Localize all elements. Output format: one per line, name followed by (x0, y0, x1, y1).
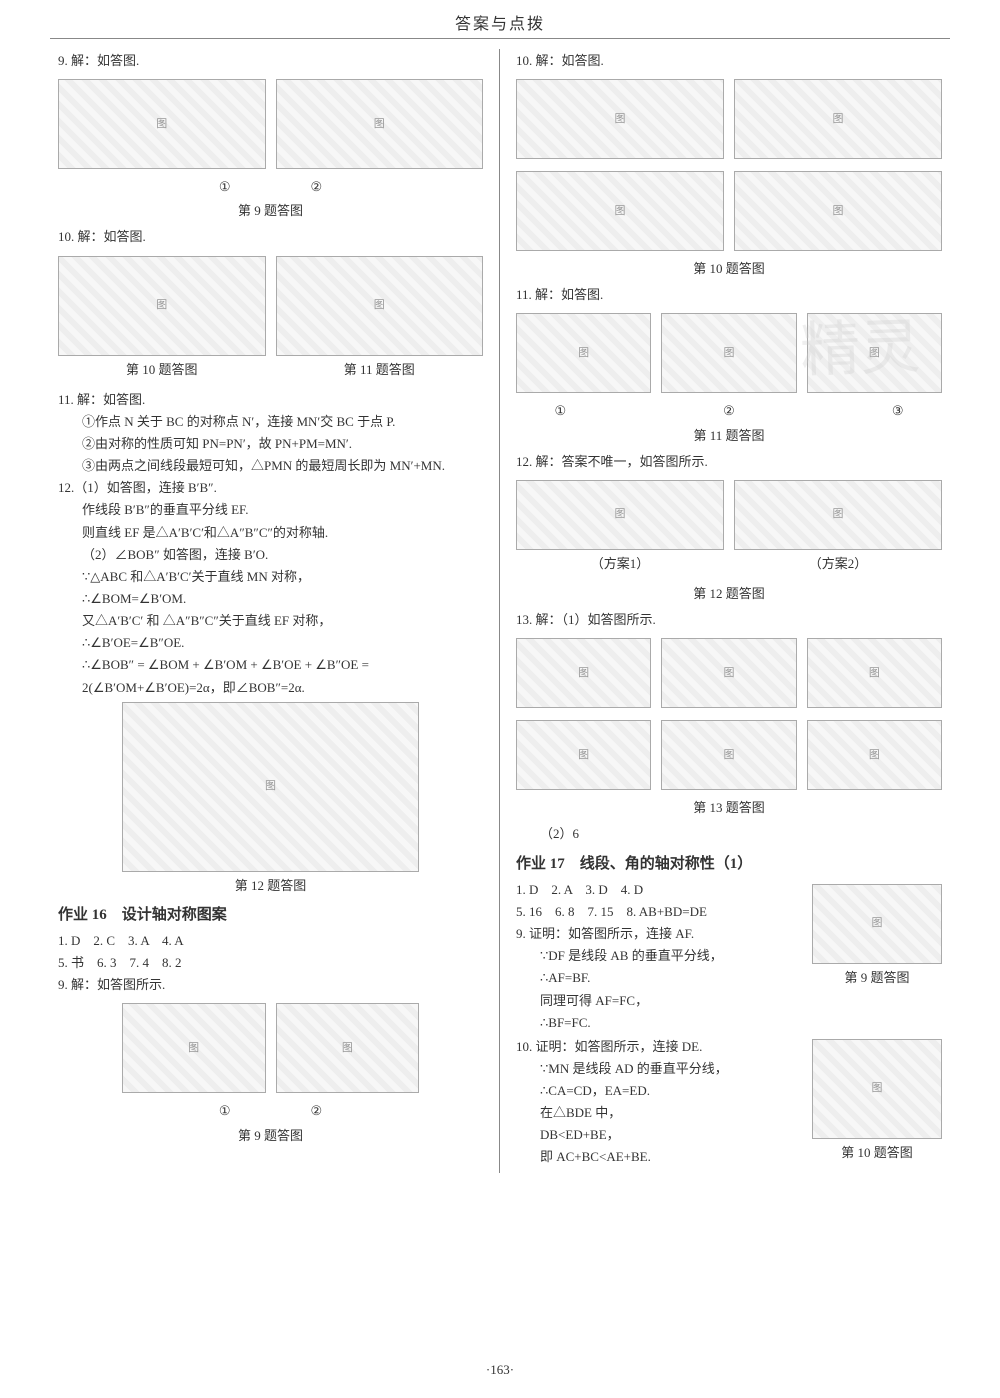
r-q13-caption: 第 13 题答图 (516, 798, 942, 818)
r-q10-f2: 图 (734, 79, 942, 159)
page-number: ·163· (0, 1362, 1000, 1378)
r-q12-f1: 图 (516, 480, 724, 550)
r-q12-s2: （方案2） (734, 554, 942, 574)
hw17-q9-caption: 第 9 题答图 (812, 968, 942, 988)
l-q12-caption: 第 12 题答图 (58, 876, 483, 896)
content-columns: 9. 解：如答图. 图 图 ① ② 第 9 题答图 10. 解：如答图. 图 第… (0, 39, 1000, 1173)
hw16-sublabels: ① ② (58, 1101, 483, 1121)
r-q11-s3: ③ (892, 401, 904, 421)
l-q12-l1: 作线段 B′B″的垂直平分线 EF. (58, 500, 483, 520)
l-q9-sublabels: ① ② (58, 177, 483, 197)
hw17-q9-l4: ∴BF=FC. (516, 1013, 942, 1033)
l-q10-fig: 图 (58, 256, 266, 356)
l-q10-caption-right: 第 11 题答图 (276, 360, 484, 380)
r-q10-figs2: 图 图 (516, 167, 942, 255)
hw16-figs: 图 图 (122, 999, 420, 1097)
r-q11-caption: 第 11 题答图 (516, 426, 942, 446)
l-q12-figure: 图 (122, 702, 420, 872)
page-title: 答案与点拨 (455, 16, 545, 33)
right-column: 10. 解：如答图. 图 图 图 图 第 10 题答图 11. 解：如答图. 图… (500, 49, 950, 1173)
hw17-q10-fig: 图 (812, 1039, 942, 1139)
l-q12-l7: ∴∠B′OE=∠B″OE. (58, 633, 483, 653)
r-q11-label: 11. 解：如答图. (516, 285, 942, 305)
r-q12-label: 12. 解：答案不唯一，如答图所示. (516, 452, 942, 472)
l-q9-label: 9. 解：如答图. (58, 51, 483, 71)
r-q13-f5: 图 (661, 720, 796, 790)
l-q9-sub2: ② (311, 177, 323, 197)
l-q10-caption-left: 第 10 题答图 (58, 360, 266, 380)
l-q12-l3: （2）∠BOB″ 如答图，连接 B′O. (58, 545, 483, 565)
r-q11-f1: 图 (516, 313, 651, 393)
l-q11-l2: ②由对称的性质可知 PN=PN′，故 PN+PM=MN′. (58, 434, 483, 454)
hw16-sub2: ② (311, 1101, 323, 1121)
r-q11-figs: 图 图 图 (516, 309, 942, 397)
r-q11-sublabels: ① ② ③ (516, 401, 942, 421)
l-q12-l9: 2(∠B′OM+∠B′OE)=2α，即∠BOB″=2α. (58, 678, 483, 698)
l-q12-l6: 又△A′B′C′ 和 △A″B″C″关于直线 EF 对称， (58, 611, 483, 631)
r-q12-caption: 第 12 题答图 (516, 584, 942, 604)
hw16-a1: 1. D 2. C 3. A 4. A (58, 931, 483, 951)
r-q10-f4: 图 (734, 171, 942, 251)
l-q9-caption: 第 9 题答图 (58, 201, 483, 221)
l-q12-label: 12.（1）如答图，连接 B′B″. (58, 478, 483, 498)
r-q10-label: 10. 解：如答图. (516, 51, 942, 71)
l-q11-l3: ③由两点之间线段最短可知，△PMN 的最短周长即为 MN′+MN. (58, 456, 483, 476)
hw16-fig1: 图 (122, 1003, 266, 1093)
l-q9-fig2: 图 (276, 79, 484, 169)
l-q12-l8: ∴∠BOB″ = ∠BOM + ∠B′OM + ∠B′OE + ∠B″OE = (58, 655, 483, 675)
l-q12-l2: 则直线 EF 是△A′B′C′和△A″B″C″的对称轴. (58, 523, 483, 543)
r-q10-f1: 图 (516, 79, 724, 159)
l-q9-fig1: 图 (58, 79, 266, 169)
hw17-title: 作业 17 线段、角的轴对称性（1） (516, 853, 942, 876)
r-q10-figs: 图 图 (516, 75, 942, 163)
l-q9-figures: 图 图 (58, 75, 483, 173)
hw16-a2: 5. 书 6. 3 7. 4 8. 2 (58, 953, 483, 973)
r-q11-s2: ② (723, 401, 735, 421)
r-q10-caption: 第 10 题答图 (516, 259, 942, 279)
l-q11-l1: ①作点 N 关于 BC 的对称点 N′，连接 MN′交 BC 于点 P. (58, 412, 483, 432)
page-header: 答案与点拨 (50, 0, 950, 39)
hw16-caption: 第 9 题答图 (58, 1126, 483, 1146)
r-q10-f3: 图 (516, 171, 724, 251)
r-q11-f2: 图 (661, 313, 796, 393)
l-q11-fig: 图 (276, 256, 484, 356)
r-q13-p2: （2）6 (516, 824, 942, 844)
r-q12-figs: 图 （方案1） 图 （方案2） (516, 476, 942, 580)
l-q12-l4: ∵△ABC 和△A′B′C′关于直线 MN 对称， (58, 567, 483, 587)
r-q12-s1: （方案1） (516, 554, 724, 574)
hw16-a3: 9. 解：如答图所示. (58, 975, 483, 995)
r-q13-label: 13. 解：（1）如答图所示. (516, 610, 942, 630)
l-q12-l5: ∴∠BOM=∠B′OM. (58, 589, 483, 609)
r-q13-f2: 图 (661, 638, 796, 708)
r-q12-f2: 图 (734, 480, 942, 550)
l-q10-figures: 图 第 10 题答图 图 第 11 题答图 (58, 252, 483, 386)
hw17-q9-figwrap: 图 第 9 题答图 (812, 880, 942, 994)
hw17-q9-fig: 图 (812, 884, 942, 964)
hw17-q10-figwrap: 图 第 10 题答图 (812, 1035, 942, 1169)
r-q13-f1: 图 (516, 638, 651, 708)
r-q13-row2: 图 图 图 (516, 716, 942, 794)
r-q11-s1: ① (555, 401, 567, 421)
r-q11-f3: 图 (807, 313, 942, 393)
l-q9-sub1: ① (219, 177, 231, 197)
l-q10-label: 10. 解：如答图. (58, 227, 483, 247)
r-q13-f3: 图 (807, 638, 942, 708)
l-q11-label: 11. 解：如答图. (58, 390, 483, 410)
hw16-sub1: ① (219, 1101, 231, 1121)
left-column: 9. 解：如答图. 图 图 ① ② 第 9 题答图 10. 解：如答图. 图 第… (50, 49, 500, 1173)
r-q13-f4: 图 (516, 720, 651, 790)
r-q13-row1: 图 图 图 (516, 634, 942, 712)
hw16-title: 作业 16 设计轴对称图案 (58, 904, 483, 927)
hw17-q10-caption: 第 10 题答图 (812, 1143, 942, 1163)
hw16-fig2: 图 (276, 1003, 420, 1093)
r-q13-f6: 图 (807, 720, 942, 790)
